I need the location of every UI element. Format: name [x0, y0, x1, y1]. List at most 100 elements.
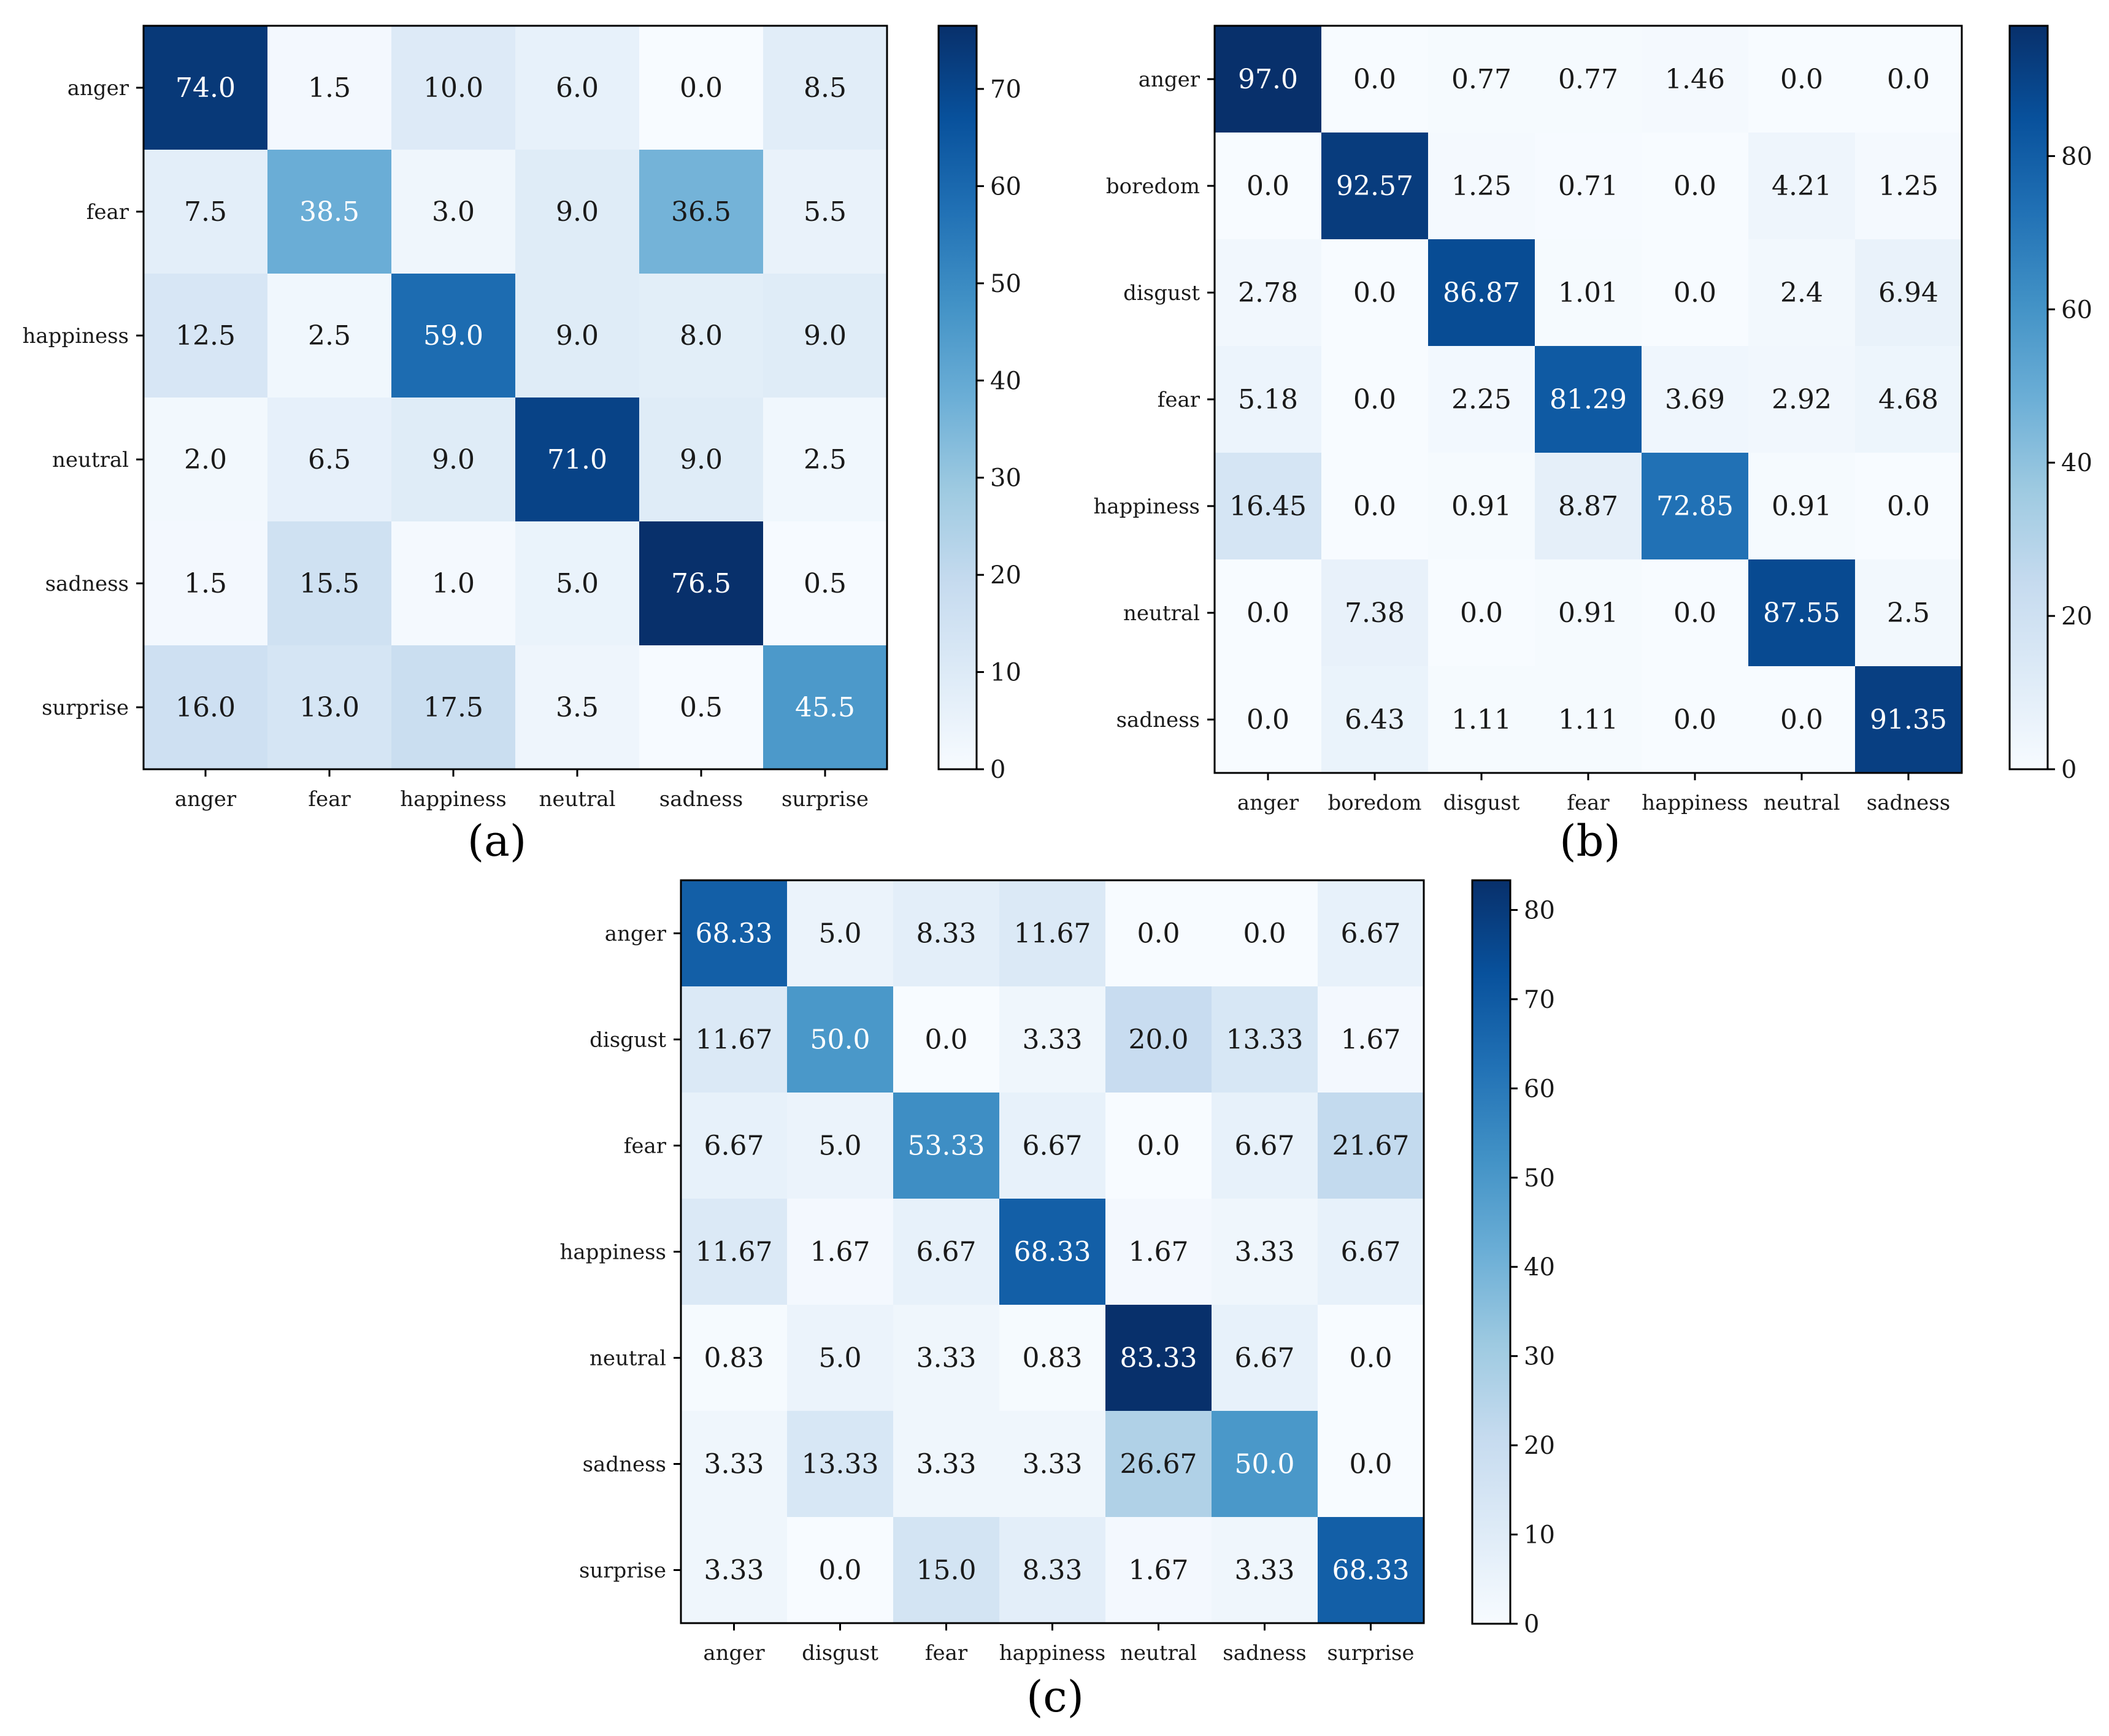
heatmap-cell — [515, 274, 640, 398]
x-tick-label: fear — [925, 1641, 968, 1665]
cell-value-label: 1.01 — [1558, 277, 1618, 309]
cell-value-label: 0.5 — [680, 692, 723, 723]
heatmap-cell — [999, 1093, 1106, 1199]
colorbar-tick-label: 0 — [2061, 756, 2076, 784]
y-tick-label: fear — [624, 1134, 667, 1159]
cell-value-label: 5.0 — [556, 568, 599, 599]
cell-value-label: 0.0 — [1247, 171, 1289, 202]
cell-value-label: 11.67 — [696, 1237, 773, 1268]
cell-value-label: 12.5 — [175, 320, 236, 351]
heatmap-cell — [391, 274, 516, 398]
cell-value-label: 3.33 — [1023, 1449, 1083, 1480]
cell-value-label: 3.33 — [1023, 1024, 1083, 1056]
heatmap-cell — [1535, 346, 1642, 453]
heatmap-cell — [999, 986, 1106, 1093]
cell-value-label: 45.5 — [795, 692, 855, 723]
colorbar-tick-label: 40 — [1524, 1253, 1555, 1281]
heatmap-cell — [1318, 1517, 1424, 1624]
heatmap-cell — [681, 1093, 788, 1199]
cell-value-label: 3.33 — [704, 1555, 764, 1586]
heatmap-cell — [1642, 666, 1749, 774]
panel-label: (a) — [467, 816, 526, 866]
cell-value-label: 9.0 — [804, 320, 847, 351]
cell-value-label: 13.33 — [1226, 1024, 1304, 1056]
colorbar-tick-label: 30 — [1524, 1343, 1555, 1371]
cell-value-label: 53.33 — [908, 1131, 985, 1162]
heatmap-cell — [787, 1517, 894, 1624]
heatmap-cell — [144, 521, 268, 646]
cell-value-label: 17.5 — [423, 692, 483, 723]
cell-value-label: 0.71 — [1558, 171, 1618, 202]
colorbar-tick-label: 70 — [1524, 986, 1555, 1014]
heatmap-cell — [1642, 26, 1749, 133]
heatmap-cell — [681, 1199, 788, 1305]
cell-value-label: 1.5 — [308, 72, 351, 104]
colorbar-tick-label: 20 — [2061, 602, 2092, 631]
heatmap-cell — [1535, 133, 1642, 240]
heatmap-cell — [267, 26, 392, 150]
heatmap-cell — [267, 398, 392, 522]
heatmap-cell — [1318, 986, 1424, 1093]
heatmap-cell — [1212, 1305, 1318, 1411]
cell-value-label: 2.4 — [1780, 277, 1823, 309]
cell-value-label: 1.46 — [1665, 64, 1725, 95]
heatmap-cell — [1428, 453, 1535, 560]
heatmap-cell — [763, 645, 888, 770]
heatmap-cell — [763, 274, 888, 398]
x-tick-label: boredom — [1327, 791, 1421, 815]
heatmap-cell — [1212, 1411, 1318, 1518]
cell-value-label: 81.29 — [1550, 384, 1627, 415]
cell-value-label: 2.25 — [1451, 384, 1512, 415]
colorbar-tick-label: 20 — [990, 561, 1021, 590]
colorbar-tick-label: 0 — [1524, 1610, 1539, 1638]
heatmap-cell — [1748, 559, 1856, 667]
colorbar — [2008, 25, 2049, 770]
x-tick-label: anger — [703, 1641, 765, 1665]
heatmap-cell — [1855, 559, 1962, 667]
heatmap-cell — [391, 645, 516, 770]
heatmap-cell — [1642, 346, 1749, 453]
cell-value-label: 50.0 — [810, 1024, 870, 1056]
heatmap-cell — [681, 986, 788, 1093]
heatmap-cell — [1748, 133, 1856, 240]
cell-value-label: 0.0 — [1353, 491, 1396, 522]
cell-value-label: 5.0 — [819, 1343, 862, 1374]
heatmap-cell — [144, 26, 268, 150]
y-tick-label: sadness — [583, 1453, 666, 1477]
x-tick-label: neutral — [1764, 791, 1840, 815]
cell-value-label: 7.5 — [184, 196, 227, 228]
cell-value-label: 2.5 — [308, 320, 351, 351]
heatmap-cell — [1215, 26, 1322, 133]
cell-value-label: 21.67 — [1332, 1131, 1410, 1162]
cell-value-label: 1.5 — [184, 568, 227, 599]
cell-value-label: 9.0 — [432, 444, 475, 475]
heatmap-cell — [144, 645, 268, 770]
y-tick-label: happiness — [23, 324, 129, 348]
cell-value-label: 6.67 — [1341, 918, 1401, 950]
heatmap-cell — [1215, 559, 1322, 667]
heatmap-cell — [639, 645, 764, 770]
cell-value-label: 0.77 — [1558, 64, 1618, 95]
cell-value-label: 3.33 — [1235, 1237, 1295, 1268]
cell-value-label: 5.5 — [804, 196, 847, 228]
heatmap-cell — [515, 150, 640, 274]
cell-value-label: 92.57 — [1336, 171, 1413, 202]
x-tick-label: anger — [1237, 791, 1299, 815]
heatmap-cell — [1105, 1199, 1212, 1305]
heatmap-cell — [893, 1093, 1000, 1199]
cell-value-label: 6.67 — [1235, 1131, 1295, 1162]
cell-value-label: 68.33 — [1332, 1555, 1410, 1586]
heatmap-cell — [515, 645, 640, 770]
x-tick-label: happiness — [400, 787, 507, 812]
cell-value-label: 3.33 — [916, 1343, 977, 1374]
cell-value-label: 2.5 — [1887, 597, 1930, 629]
heatmap-cell — [1215, 666, 1322, 774]
heatmap-cell — [999, 1517, 1106, 1624]
cell-value-label: 1.67 — [1341, 1024, 1401, 1056]
heatmap-cell — [1642, 559, 1749, 667]
colorbar-tick-label: 70 — [990, 75, 1021, 104]
heatmap-cell — [787, 880, 894, 987]
heatmap-cell — [1212, 1517, 1318, 1624]
cell-value-label: 16.45 — [1229, 491, 1307, 522]
colorbar-tick-label: 60 — [1524, 1075, 1555, 1103]
